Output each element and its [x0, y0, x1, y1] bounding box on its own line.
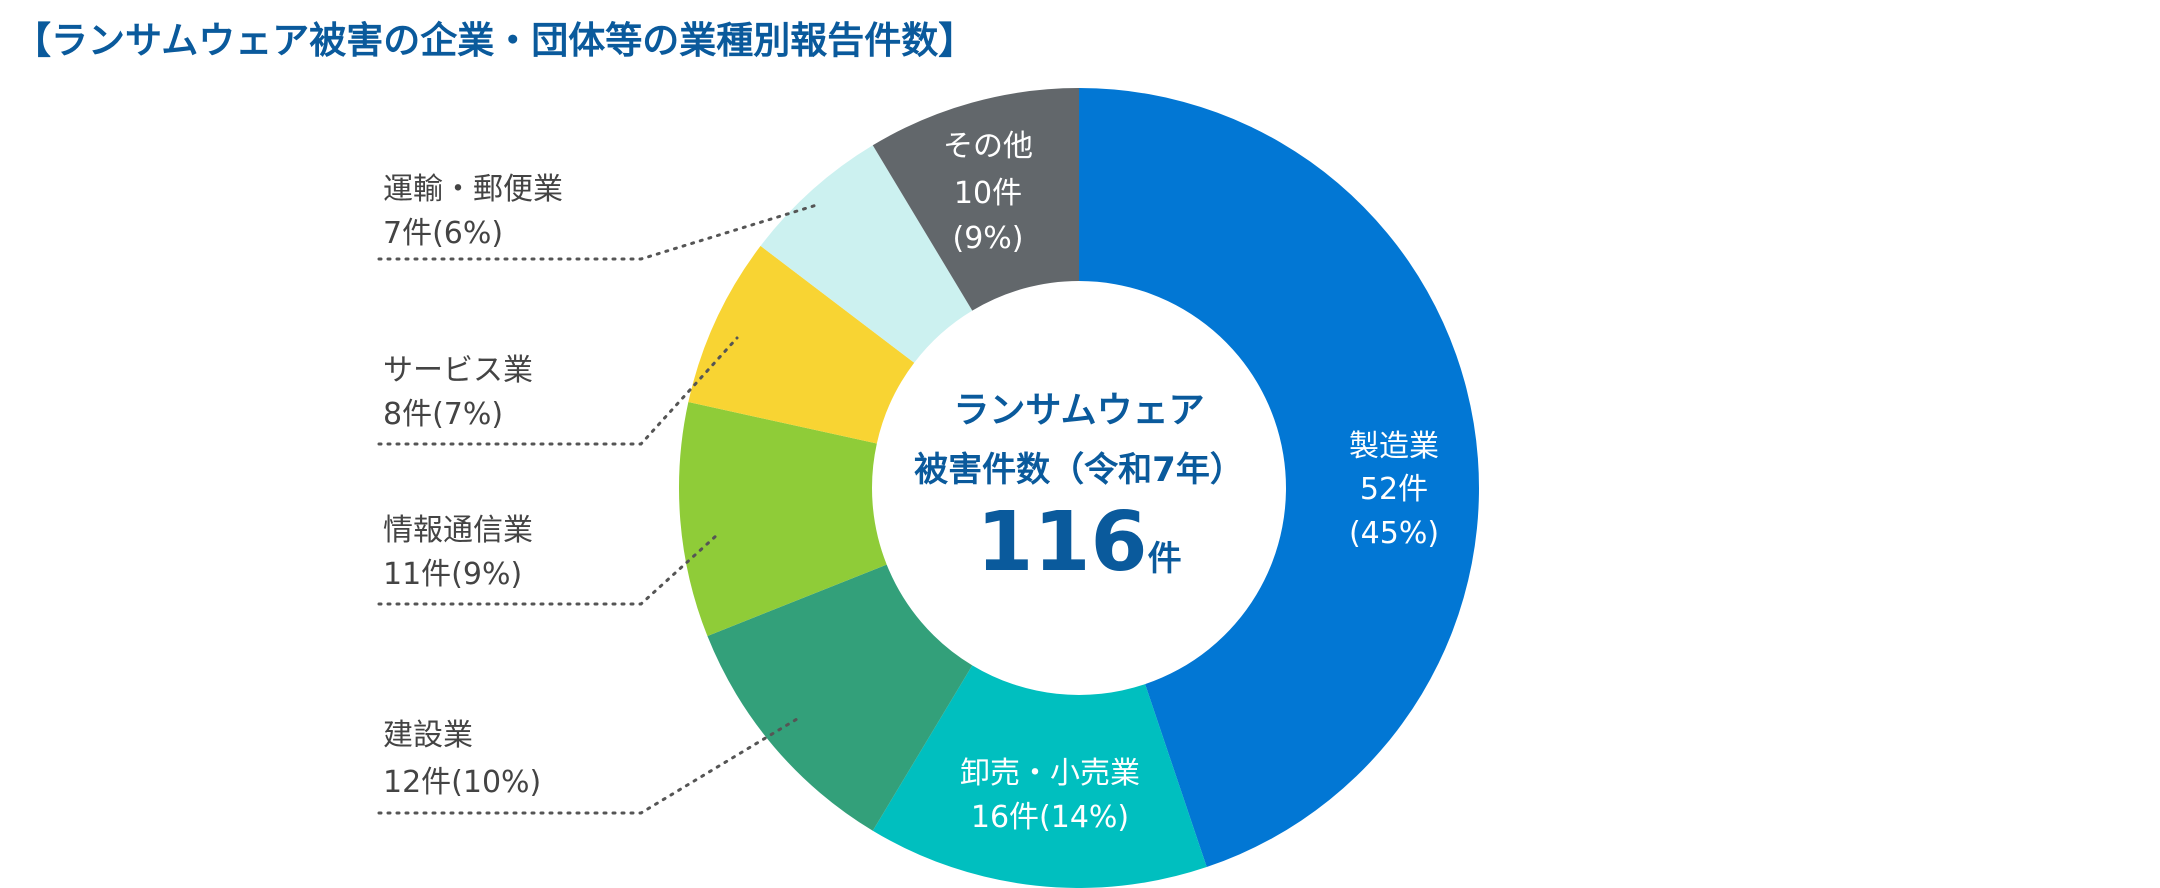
center-line1: ランサムウェア: [953, 390, 1204, 431]
center-total: 116件: [976, 495, 1181, 590]
slice-卸売・小売業: [872, 665, 1207, 888]
label-it-name: 情報通信業: [383, 513, 533, 548]
center-total-number: 116: [976, 495, 1147, 590]
center-total-unit: 件: [1148, 539, 1182, 579]
label-service-name: サービス業: [383, 353, 533, 388]
label-construction-name: 建設業: [383, 718, 473, 753]
label-manufacturing-count: 52件: [1360, 472, 1428, 507]
slice-サービス業: [688, 245, 915, 444]
center-line2: 被害件数（令和7年）: [914, 450, 1244, 490]
label-manufacturing-percent: (45%): [1349, 516, 1439, 551]
label-other-count: 10件: [954, 176, 1022, 211]
label-service-value: 8件(7%): [383, 397, 503, 432]
chart-title: 【ランサムウェア被害の企業・団体等の業種別報告件数】: [14, 19, 976, 62]
leader-line-it: [377, 533, 719, 606]
label-transport-value: 7件(6%): [383, 216, 503, 251]
label-other-name: その他: [943, 129, 1033, 164]
leader-line-construction: [377, 717, 799, 815]
slice-情報通信業: [679, 402, 887, 637]
slice-その他: [872, 88, 1079, 311]
label-retail-value: 16件(14%): [971, 800, 1129, 835]
leader-line-transport: [377, 202, 822, 261]
label-it-value: 11件(9%): [383, 557, 522, 592]
label-manufacturing-name: 製造業: [1349, 429, 1439, 464]
slice-建設業: [707, 564, 973, 831]
slice-製造業: [1079, 88, 1479, 868]
slice-運輸・郵便業: [760, 145, 973, 363]
leader-line-service: [377, 336, 739, 446]
label-construction-value: 12件(10%): [383, 765, 541, 800]
label-other-percent: (9%): [952, 221, 1023, 256]
label-retail-name: 卸売・小売業: [960, 756, 1140, 791]
label-transport-name: 運輸・郵便業: [383, 172, 563, 207]
